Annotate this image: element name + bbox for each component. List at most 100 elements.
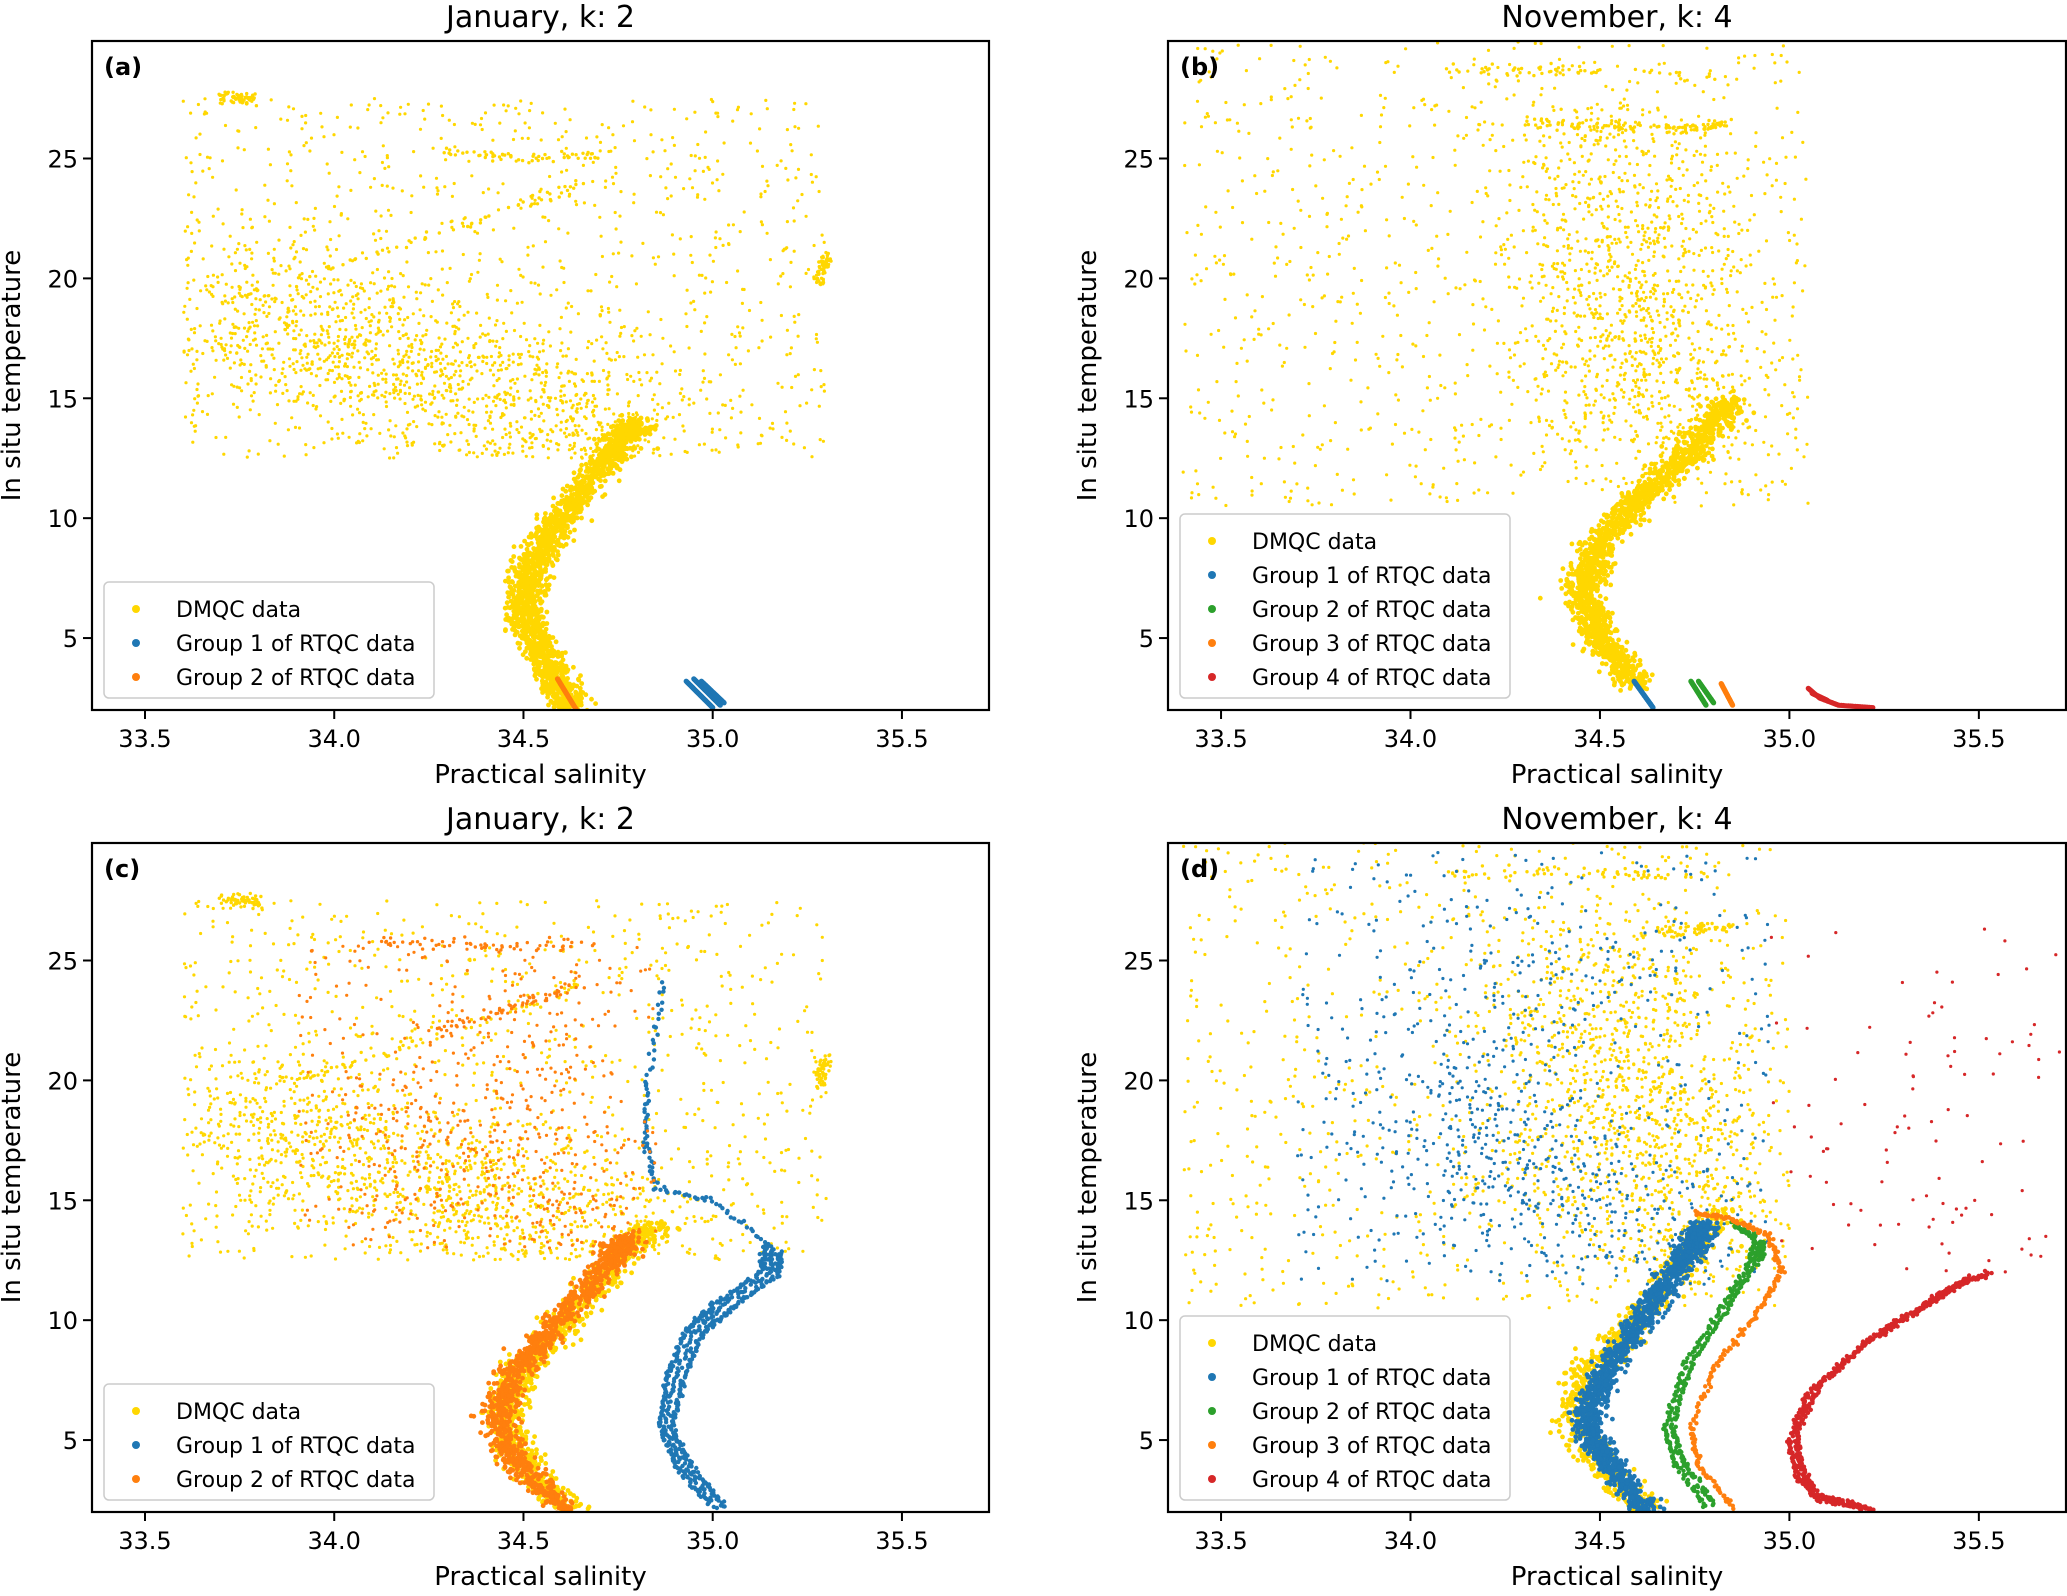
dmqc-data-point [519, 628, 525, 634]
dmqc-data-point [541, 215, 545, 219]
dmqc-data-point [512, 395, 516, 399]
dmqc-data-point [288, 293, 292, 297]
dmqc-data-point [296, 395, 300, 399]
dmqc-data-point [484, 215, 488, 219]
dmqc-data-point [316, 352, 320, 356]
dmqc-data-point [192, 424, 196, 428]
dmqc-data-point [247, 321, 251, 325]
dmqc-data-point [619, 190, 623, 194]
dmqc-data-point [370, 362, 374, 366]
dmqc-data-point [746, 349, 751, 353]
dmqc-data-point [309, 313, 313, 317]
dmqc-data-point [201, 257, 205, 261]
dmqc-data-point [539, 411, 543, 415]
dmqc-data-point [195, 218, 199, 222]
dmqc-data-point [223, 294, 227, 298]
dmqc-data-point [240, 212, 244, 216]
dmqc-data-point [1584, 481, 1588, 486]
dmqc-data-point [380, 371, 384, 375]
dmqc-data-point [372, 177, 376, 181]
dmqc-data-point [593, 203, 597, 207]
dmqc-data-point [469, 365, 473, 369]
dmqc-data-point [313, 332, 317, 336]
dmqc-data-point [198, 132, 202, 136]
dmqc-data-point [584, 494, 590, 500]
dmqc-data-point [224, 435, 228, 439]
dmqc-data-point [459, 431, 463, 435]
dmqc-data-point [243, 244, 247, 248]
dmqc-data-point [571, 538, 577, 543]
dmqc-data-point [405, 380, 409, 384]
dmqc-data-point [241, 226, 245, 230]
dmqc-data-point [574, 182, 578, 187]
dmqc-data-point [530, 159, 534, 163]
dmqc-data-point [1240, 179, 1244, 183]
dmqc-data-point [1684, 387, 1688, 392]
dmqc-data-point [551, 704, 557, 710]
dmqc-data-point [760, 434, 764, 438]
dmqc-data-point [636, 394, 640, 398]
dmqc-data-point [1533, 208, 1537, 212]
dmqc-data-point [705, 315, 709, 319]
dmqc-data-point [401, 360, 405, 365]
dmqc-data-point [1291, 444, 1295, 449]
legend-marker [132, 673, 140, 681]
dmqc-data-point [196, 394, 200, 398]
dmqc-data-point [442, 381, 447, 385]
dmqc-data-point [825, 256, 829, 261]
dmqc-data-point [541, 370, 545, 375]
dmqc-data-point [1534, 377, 1538, 381]
dmqc-data-point [593, 397, 597, 401]
dmqc-data-point [308, 339, 312, 343]
dmqc-data-point [332, 291, 336, 295]
dmqc-data-point [189, 327, 193, 331]
dmqc-data-point [392, 391, 396, 395]
dmqc-data-point [614, 227, 618, 231]
dmqc-data-point [515, 420, 519, 424]
dmqc-data-point [1635, 162, 1639, 167]
dmqc-data-point [244, 248, 248, 252]
dmqc-data-point [466, 310, 470, 314]
dmqc-data-point [545, 660, 550, 666]
legend-entry: Group 2 of RTQC data [176, 666, 416, 691]
dmqc-data-point [557, 227, 561, 231]
dmqc-data-point [606, 306, 611, 311]
dmqc-data-point [192, 366, 196, 371]
dmqc-data-point [372, 381, 376, 385]
dmqc-data-point [1215, 149, 1219, 153]
dmqc-data-point [483, 333, 487, 337]
dmqc-data-point [1762, 440, 1766, 444]
dmqc-data-point [589, 289, 593, 293]
dmqc-data-point [352, 302, 356, 306]
dmqc-data-point [1544, 193, 1549, 197]
dmqc-data-point [478, 252, 482, 256]
dmqc-data-point [439, 104, 443, 108]
dmqc-data-point [615, 285, 619, 289]
dmqc-data-point [1696, 367, 1700, 371]
dmqc-data-point [479, 218, 483, 222]
dmqc-data-point [527, 126, 532, 130]
dmqc-data-point [554, 691, 560, 697]
dmqc-data-point [446, 433, 450, 437]
dmqc-data-point [1721, 349, 1726, 353]
dmqc-data-point [1709, 168, 1713, 172]
dmqc-data-point [1709, 281, 1713, 285]
dmqc-data-point [401, 372, 405, 376]
dmqc-data-point [704, 130, 708, 134]
dmqc-data-point [491, 373, 496, 377]
dmqc-data-point [395, 377, 399, 381]
dmqc-data-point [231, 100, 236, 105]
dmqc-data-point [461, 252, 465, 257]
dmqc-data-point [443, 337, 447, 341]
dmqc-data-point [661, 213, 666, 217]
dmqc-data-point [1529, 274, 1533, 278]
dmqc-data-point [401, 431, 405, 435]
dmqc-data-point [527, 585, 532, 591]
dmqc-data-point [596, 420, 600, 424]
dmqc-data-point [1606, 334, 1610, 338]
dmqc-data-point [516, 574, 521, 580]
dmqc-data-point [519, 273, 523, 277]
dmqc-data-point [251, 273, 255, 277]
dmqc-data-point [544, 639, 550, 645]
dmqc-data-point [252, 324, 257, 328]
